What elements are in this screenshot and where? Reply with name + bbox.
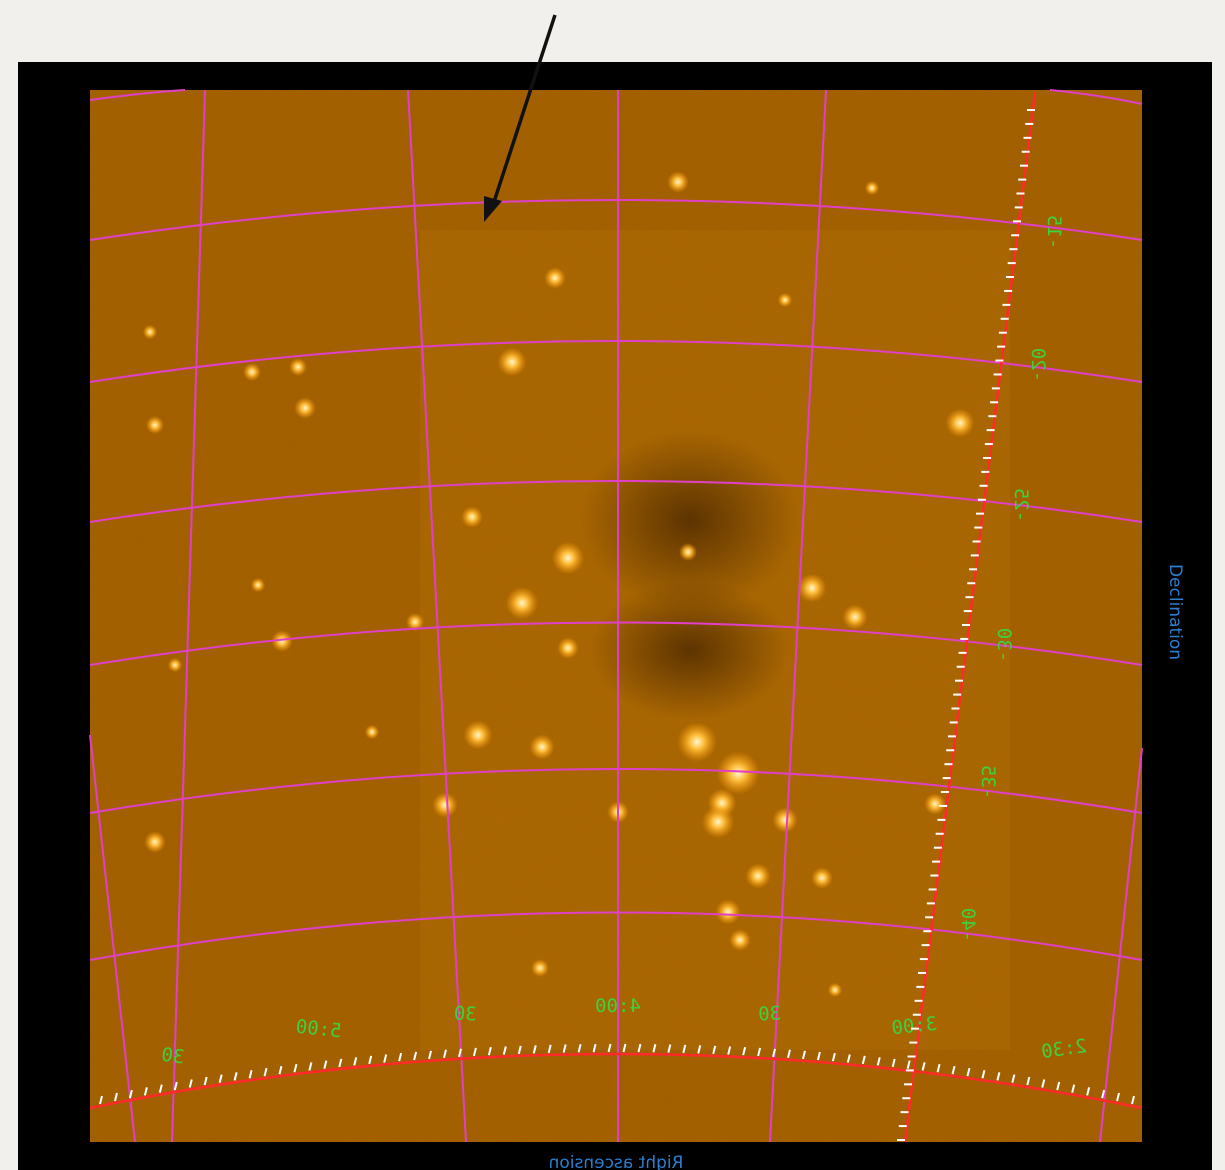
star [745,863,770,888]
star [679,543,697,561]
dec-label: -15 [1043,215,1065,249]
star [432,792,457,817]
star [168,658,182,672]
star [531,959,549,977]
star [677,722,717,762]
x-axis-title: Right ascension [549,1153,684,1170]
star [251,578,265,592]
star [842,604,867,629]
star [498,348,527,377]
star [778,293,792,307]
star [924,793,946,815]
ra-label: 30 [758,1002,782,1025]
star [146,416,164,434]
page: 305:00304:00303:002:30-15-20-25-30-35-40… [0,0,1225,1170]
star [143,325,157,339]
star [461,506,483,528]
star [243,363,261,381]
star [772,807,797,832]
star [464,721,493,750]
star [144,831,166,853]
star [365,725,379,739]
star [544,267,566,289]
ra-label: 4:00 [595,995,641,1017]
dec-label: -30 [993,628,1015,662]
star [946,409,975,438]
star [557,637,579,659]
star [529,734,554,759]
star [294,397,316,419]
star [716,751,759,794]
star [715,899,740,924]
star [702,806,734,838]
dark-region [590,580,790,720]
dec-label: -40 [957,908,979,942]
star [865,181,879,195]
star [811,867,833,889]
star [798,574,827,603]
star [828,983,842,997]
star [506,587,538,619]
star [667,171,689,193]
ra-label: 30 [160,1044,186,1069]
screenshot: 305:00304:00303:002:30-15-20-25-30-35-40… [0,0,1225,1170]
dec-label: -25 [1010,488,1032,522]
star [552,542,584,574]
star [729,929,751,951]
dec-label: -20 [1027,348,1049,382]
star [289,358,307,376]
dec-label: -35 [977,765,999,799]
ra-label: 30 [453,1002,477,1025]
y-axis-title: Declination [1165,564,1185,660]
